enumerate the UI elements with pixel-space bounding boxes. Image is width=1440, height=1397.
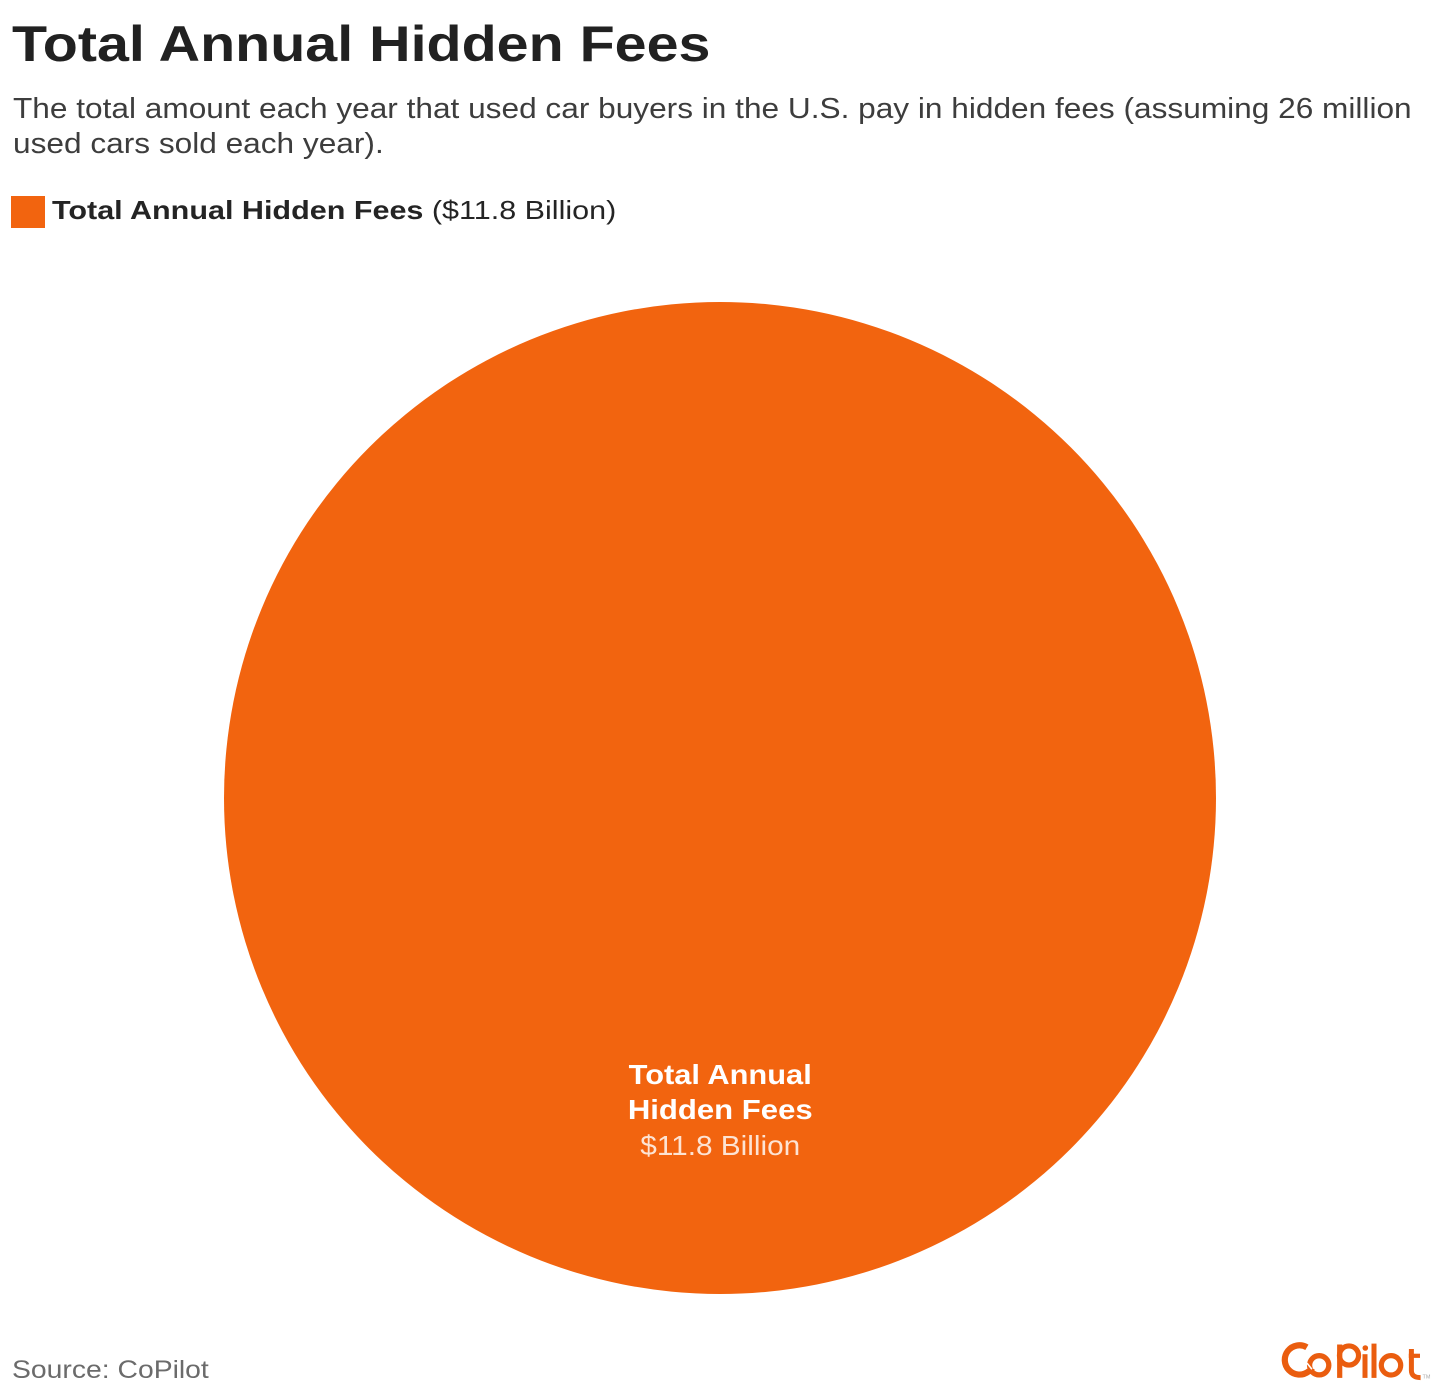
svg-text:TM: TM [1422, 1375, 1430, 1381]
